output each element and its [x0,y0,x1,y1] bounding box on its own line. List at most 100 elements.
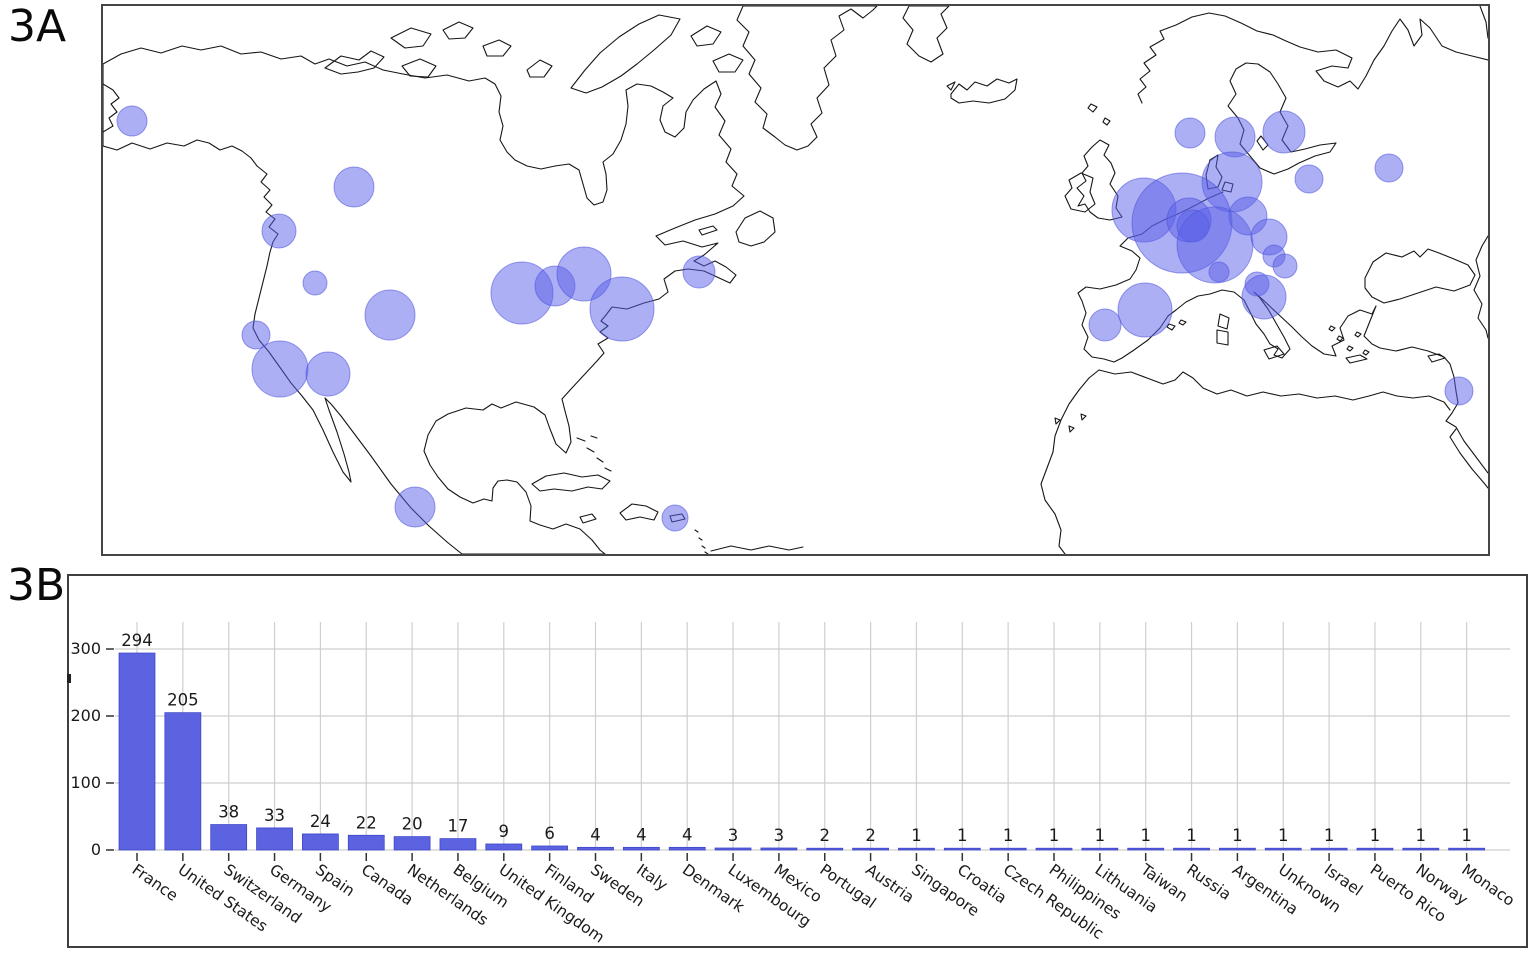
bar-value-label: 1 [1003,826,1014,845]
bar-category-label: Russia [1183,861,1234,904]
map-bubble [1117,282,1173,338]
bar [1127,847,1165,851]
bar-value-label: 3 [774,826,785,845]
bar [668,846,706,851]
bar [1356,847,1394,851]
map-bubble [1214,116,1256,158]
map-bubble [116,105,148,137]
map-bubble [241,320,271,350]
map-bubble [1374,153,1404,183]
bar-value-label: 1 [1095,826,1106,845]
map-bubble [1208,261,1230,283]
bar [485,843,523,851]
bar [989,847,1027,851]
bar [393,836,431,851]
bar [256,827,293,851]
map-bubble [364,289,416,341]
bar-value-label: 20 [402,815,423,834]
bar [210,824,248,851]
bar [1219,847,1256,851]
bar [1264,847,1302,851]
bar-value-label: 3 [728,826,739,845]
bar-value-label: 6 [544,824,555,843]
bar-value-label: 9 [499,822,510,841]
bar [943,847,981,851]
map-bubble [1174,117,1206,149]
map-bubble [1294,164,1324,194]
bar-value-label: 4 [636,825,647,844]
map-bubble [251,340,309,398]
y-tick-label: 0 [91,840,101,859]
map-bubble [1088,308,1122,342]
bar-value-label: 1 [957,826,968,845]
coastline-map [103,6,1488,554]
bar [1310,847,1348,851]
bar-value-label: 17 [447,817,468,836]
bar-value-label: 1 [1186,826,1197,845]
y-tick-label: 100 [70,773,101,792]
map-bubble [682,255,716,289]
bar-value-label: 1 [1461,826,1472,845]
world-map [103,6,1488,554]
map-bubble [589,276,655,342]
map-bubble [1444,376,1474,406]
y-tick-label: 300 [70,639,101,658]
map-bubble [305,351,351,397]
clipped-axis-label-fragment [67,674,71,683]
bar [714,847,752,851]
bar-value-label: 1 [1324,826,1335,845]
bar-value-label: 205 [167,691,199,710]
y-tick-labels: 0 100 200 300 [70,639,101,859]
bar [1081,847,1119,851]
bar [1035,847,1073,851]
map-bubble [1262,110,1306,154]
bar [577,846,614,851]
map-bubble [556,246,612,302]
panel-a-label: 3A [8,1,67,52]
map-bubble [661,504,689,532]
panel-b-label: 3B [7,560,66,611]
bubble-map-panel [101,4,1490,556]
bar-category-label: Monaco [1458,861,1518,910]
map-bubble [302,270,328,296]
map-bubble [394,486,436,528]
bar [898,847,935,851]
bar-value-label: 24 [310,812,331,831]
bar-value-label: 33 [264,806,285,825]
bar-value-label: 1 [911,826,922,845]
bar-value-label: 22 [356,813,377,832]
bar [531,845,569,851]
bar [622,846,660,851]
bar-category-label: Canada [358,861,417,910]
bar-chart-panel: 294 205 38 33 24 22 20 17 9 6 4 4 4 3 3 2 2 1 1 1 1 1 1 1 1 1 1 1 1 1… [67,574,1528,948]
bar [439,838,477,851]
bar [1402,847,1440,851]
bars [118,652,1486,851]
bar [347,834,385,851]
y-tick-label: 200 [70,706,101,725]
bar [1448,847,1486,851]
map-bubble [261,213,297,249]
bar-value-label: 1 [1232,826,1243,845]
bar [164,712,202,851]
bar-value-label: 38 [218,803,239,822]
bar-value-label: 1 [1370,826,1381,845]
bar [1173,847,1210,851]
map-bubble [1241,274,1287,320]
tick-marks [106,648,1468,861]
map-bubble [1272,253,1298,279]
bar [118,652,156,851]
bar-value-label: 1 [1140,826,1151,845]
bar-value-label: 294 [121,631,153,650]
bar [806,847,844,851]
bar [302,833,339,851]
bar [760,847,798,851]
bar-value-label: 1 [1049,826,1060,845]
bar [852,847,889,851]
map-bubble [333,166,375,208]
bar-value-label: 1 [1416,826,1427,845]
